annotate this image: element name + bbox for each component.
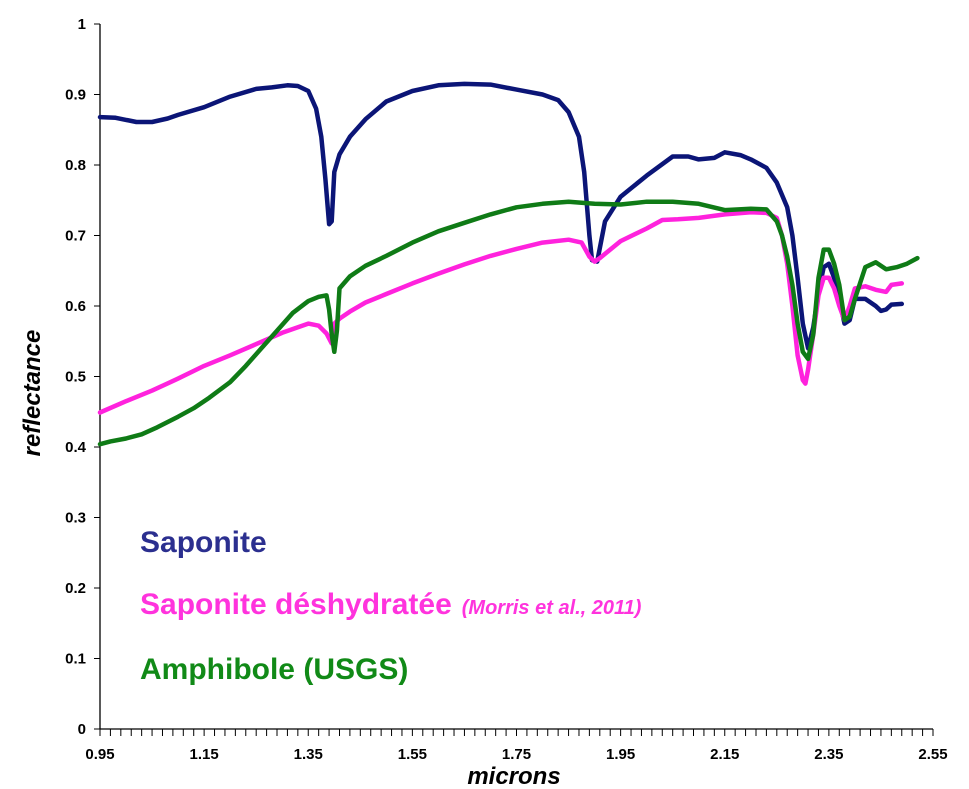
series-line-saponite-d-shydrat-e: [97, 209, 905, 415]
y-tick-label: 0.7: [65, 228, 86, 245]
y-tick-label: 0: [78, 721, 86, 738]
x-tick-label: 1.75: [502, 746, 531, 763]
x-tick-label: 2.55: [918, 746, 947, 763]
y-axis-ticks: 0 0.1 0.2 0.3 0.4 0.5 0.6 0.7 0.8 0.9 1: [65, 16, 100, 738]
y-tick-label: 1: [78, 16, 86, 33]
legend-citation: (Morris et al., 2011): [462, 597, 642, 619]
y-tick-label: 0.9: [65, 87, 86, 104]
x-tick-label: 2.15: [710, 746, 739, 763]
y-tick-label: 0.1: [65, 651, 86, 668]
legend-item-amphibole: Amphibole (USGS): [140, 653, 408, 686]
series-layer: [97, 81, 920, 447]
legend-item-saponite: Saponite: [140, 526, 267, 559]
x-tick-label: 1.35: [294, 746, 323, 763]
x-tick-label: 2.35: [814, 746, 843, 763]
y-tick-label: 0.4: [65, 439, 87, 456]
x-tick-label: 0.95: [85, 746, 114, 763]
y-axis-title: reflectance: [19, 330, 46, 457]
legend-item-saponite-deshydratee: Saponite déshydratée (Morris et al., 2011…: [140, 588, 642, 621]
x-tick-label: 1.95: [606, 746, 635, 763]
x-tick-label: 1.55: [398, 746, 427, 763]
series-line-amphibole-usgs: [97, 199, 920, 447]
legend-label-saponite-deshydratee: Saponite déshydratée: [140, 588, 452, 621]
y-tick-label: 0.3: [65, 510, 86, 527]
legend: Saponite Saponite déshydratée (Morris et …: [140, 526, 642, 686]
x-axis-title: microns: [467, 763, 560, 789]
x-axis-ticks: 0.95 1.15 1.35 1.55 1.75 1.95 2.15 2.35 2.55: [85, 729, 948, 763]
y-tick-label: 0.8: [65, 157, 86, 174]
series-line-saponite: [97, 81, 905, 351]
y-tick-label: 0.6: [65, 298, 86, 315]
x-tick-label: 1.15: [190, 746, 219, 763]
y-tick-label: 0.5: [65, 369, 86, 386]
y-tick-label: 0.2: [65, 580, 86, 597]
